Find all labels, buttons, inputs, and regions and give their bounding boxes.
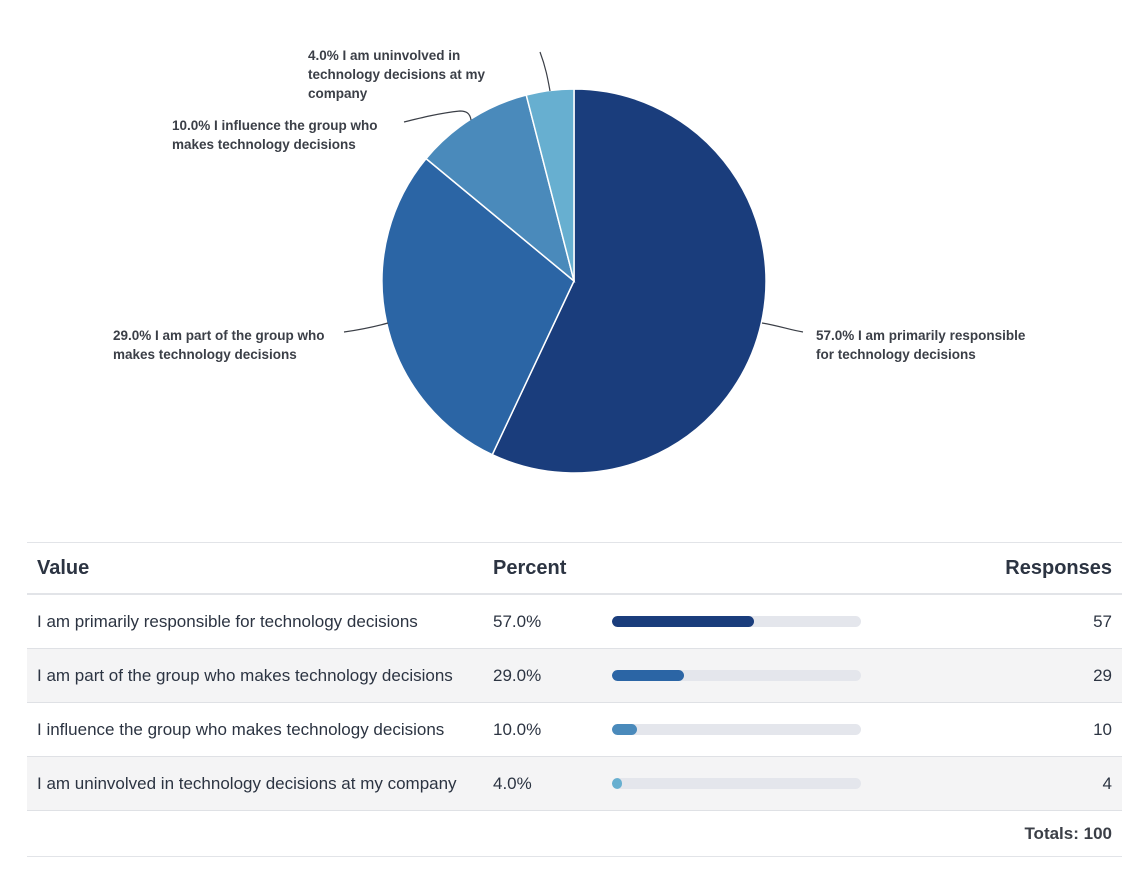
table-row: I am part of the group who makes technol… [27, 649, 1122, 703]
table-footer: Totals: 100 [27, 811, 1122, 857]
row-responses: 4 [1102, 773, 1112, 793]
table-header: Value Percent Responses [27, 543, 1122, 595]
table-row: I am primarily responsible for technolog… [27, 595, 1122, 649]
percent-bar-fill [612, 778, 622, 789]
label-leader-line [343, 322, 389, 333]
percent-bar [612, 778, 861, 789]
totals: Totals: 100 [1024, 823, 1112, 843]
percent-bar [612, 724, 861, 735]
row-value: I am primarily responsible for technolog… [37, 611, 418, 631]
label-leader-line [539, 51, 551, 92]
row-percent: 57.0% [493, 611, 542, 631]
row-percent: 29.0% [493, 665, 542, 685]
percent-bar-fill [612, 724, 637, 735]
header-value: Value [37, 556, 90, 579]
row-responses: 29 [1093, 665, 1112, 685]
pie-slice [491, 88, 767, 474]
label-leader-line [403, 110, 472, 123]
table-row: I influence the group who makes technolo… [27, 703, 1122, 757]
percent-bar-fill [612, 670, 685, 681]
pie-chart: 57.0% I am primarily responsible for tech… [113, 48, 1026, 474]
row-value: I am part of the group who makes technol… [37, 665, 453, 685]
row-percent: 4.0% [493, 773, 532, 793]
label-leader-line [761, 322, 804, 333]
pie-slice-label: 4.0% I am uninvolved in technology decisi… [308, 48, 486, 101]
header-percent: Percent [493, 556, 567, 579]
row-responses: 57 [1093, 611, 1112, 631]
row-responses: 10 [1093, 719, 1112, 739]
row-value: I am uninvolved in technology decisions … [37, 773, 457, 793]
pie-slice-label: 10.0% I influence the group who makes tec… [172, 118, 378, 152]
percent-bar [612, 670, 861, 681]
row-value: I influence the group who makes technolo… [37, 719, 445, 739]
percent-bar [612, 616, 861, 627]
pie-slice-label: 57.0% I am primarily responsible for tech… [816, 328, 1026, 362]
row-percent: 10.0% [493, 719, 542, 739]
results-table: Value Percent Responses I am primarily r… [27, 542, 1122, 857]
percent-bar-fill [612, 616, 754, 627]
header-responses: Responses [1005, 556, 1112, 579]
table-row: I am uninvolved in technology decisions … [27, 757, 1122, 811]
pie-slice-label: 29.0% I am part of the group who makes te… [113, 328, 325, 362]
